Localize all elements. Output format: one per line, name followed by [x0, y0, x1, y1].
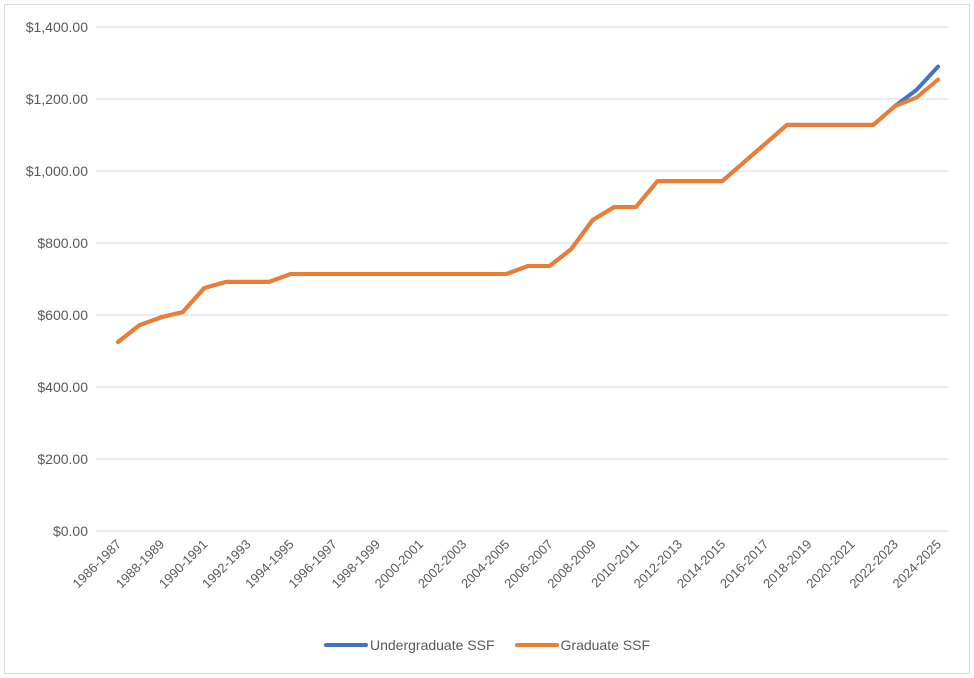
graduate-swatch-icon [514, 643, 559, 647]
y-tick-label: $0.00 [53, 523, 88, 539]
y-tick-label: $400.00 [37, 379, 88, 395]
y-tick-label: $1,200.00 [26, 91, 88, 107]
series-line-graduate-ssf [116, 77, 940, 344]
legend: Undergraduate SSF Graduate SSF [0, 637, 974, 653]
legend-item-graduate: Graduate SSF [514, 637, 651, 653]
y-tick-label: $200.00 [37, 451, 88, 467]
chart-area [4, 4, 970, 674]
legend-label: Graduate SSF [560, 637, 651, 653]
legend-item-undergraduate: Undergraduate SSF [323, 637, 495, 653]
undergraduate-swatch-icon [323, 643, 368, 647]
y-tick-label: $600.00 [37, 307, 88, 323]
y-tick-label: $1,400.00 [26, 19, 88, 35]
y-tick-label: $800.00 [37, 235, 88, 251]
legend-label: Undergraduate SSF [369, 637, 495, 653]
series-line-undergraduate-ssf [116, 64, 940, 344]
y-tick-label: $1,000.00 [26, 163, 88, 179]
